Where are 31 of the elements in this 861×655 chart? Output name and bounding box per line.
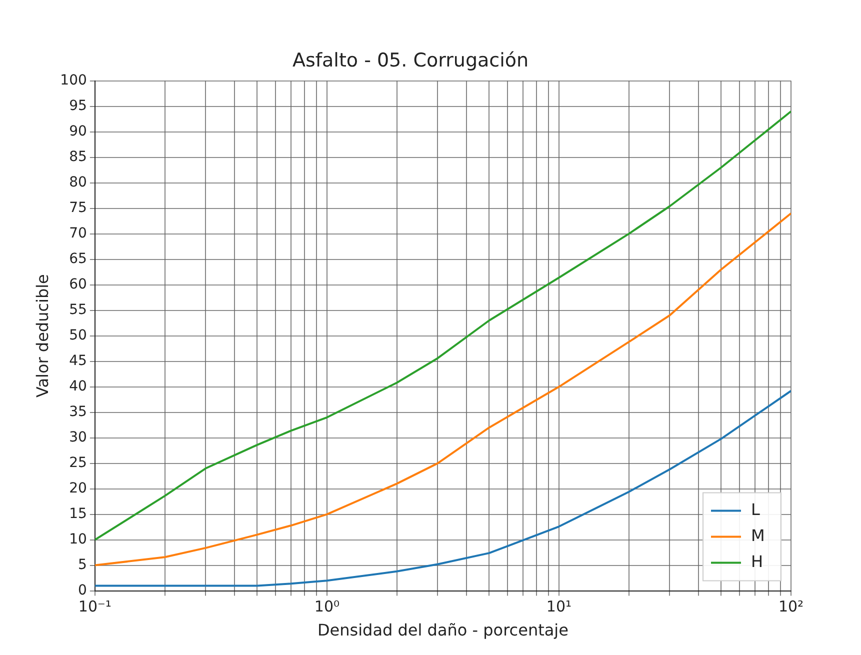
y-tick-label: 95	[69, 98, 87, 114]
y-tick-label: 60	[69, 276, 87, 292]
y-tick-label: 15	[69, 506, 87, 522]
y-axis-title: Valor deducible	[32, 274, 52, 398]
x-tick-label: 10²	[778, 598, 804, 616]
y-tick-label: 20	[69, 480, 87, 496]
y-tick-label: 10	[69, 531, 87, 548]
y-tick-label: 80	[69, 174, 87, 190]
y-tick-label: 25	[69, 454, 87, 471]
x-tick-label: 10⁻¹	[78, 598, 112, 616]
x-tick-label: 10⁰	[314, 598, 340, 616]
y-tick-label: 70	[69, 225, 87, 242]
y-tick-label: 75	[69, 200, 87, 216]
y-tick-label: 50	[69, 327, 87, 344]
y-tick-label: 40	[69, 378, 87, 394]
x-axis-title: Densidad del daño - porcentaje	[317, 620, 568, 640]
y-tick-label: 5	[78, 556, 87, 573]
legend-label: H	[751, 552, 764, 571]
legend-label: L	[751, 500, 760, 519]
y-tick-label: 35	[69, 404, 87, 420]
y-tick-label: 45	[69, 352, 87, 369]
y-tick-label: 85	[69, 148, 87, 165]
y-tick-label: 65	[69, 250, 87, 267]
y-tick-label: 55	[69, 302, 87, 318]
y-tick-label: 100	[60, 72, 87, 88]
y-tick-label: 90	[69, 123, 87, 140]
y-tick-label: 30	[69, 429, 87, 446]
chart-title: Asfalto - 05. Corrugación	[292, 49, 529, 72]
x-tick-label: 10¹	[546, 598, 572, 616]
legend-label: M	[751, 526, 765, 545]
y-tick-label: 0	[78, 582, 87, 598]
